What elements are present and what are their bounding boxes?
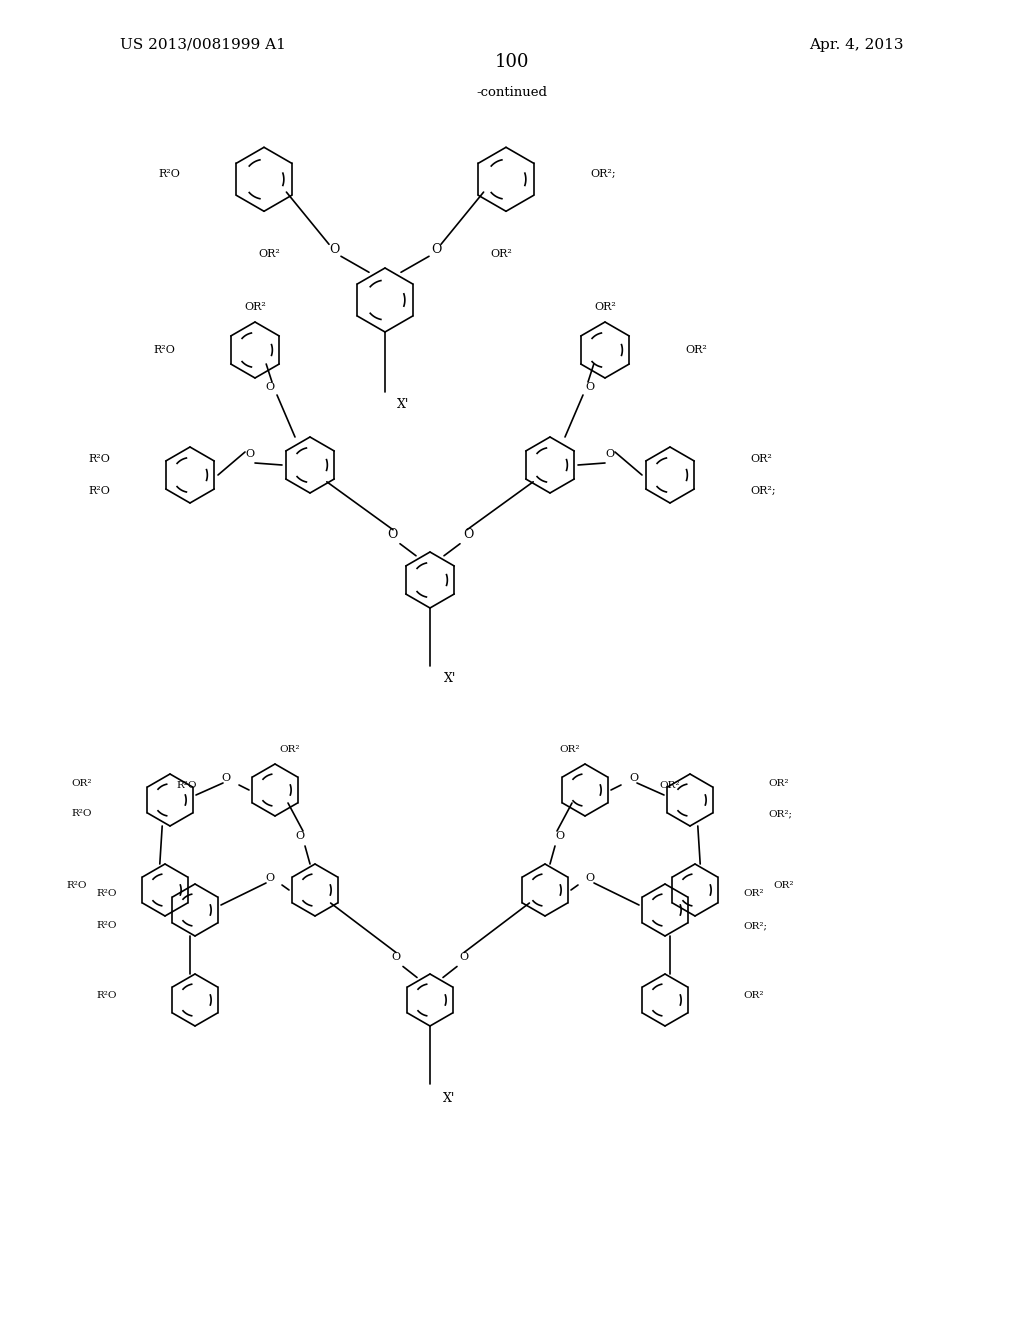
Text: OR²;: OR²; [750, 486, 775, 496]
Text: OR²: OR² [280, 744, 300, 754]
Text: OR²: OR² [743, 890, 764, 899]
Text: X': X' [397, 397, 410, 411]
Text: O: O [605, 449, 614, 459]
Text: R²O: R²O [88, 454, 110, 465]
Text: OR²: OR² [244, 302, 266, 312]
Text: O: O [460, 953, 469, 962]
Text: R²O: R²O [158, 169, 180, 180]
Text: O: O [431, 243, 441, 256]
Text: OR²;: OR²; [743, 921, 767, 931]
Text: O: O [463, 528, 473, 541]
Text: O: O [555, 832, 564, 841]
Text: O: O [586, 873, 595, 883]
Text: OR²: OR² [743, 990, 764, 999]
Text: O: O [221, 774, 230, 783]
Text: OR²: OR² [773, 880, 794, 890]
Text: OR²;: OR²; [590, 169, 615, 180]
Text: US 2013/0081999 A1: US 2013/0081999 A1 [120, 38, 286, 51]
Text: O: O [630, 774, 639, 783]
Text: OR²: OR² [594, 302, 616, 312]
Text: O: O [387, 528, 397, 541]
Text: OR²: OR² [560, 744, 581, 754]
Text: OR²: OR² [258, 249, 280, 259]
Text: X': X' [443, 1092, 456, 1105]
Text: OR²: OR² [685, 345, 707, 355]
Text: OR²;: OR²; [768, 809, 792, 818]
Text: Apr. 4, 2013: Apr. 4, 2013 [810, 38, 904, 51]
Text: O: O [265, 873, 274, 883]
Text: O: O [296, 832, 304, 841]
Text: OR²: OR² [750, 454, 772, 465]
Text: R²O: R²O [96, 890, 117, 899]
Text: R²O: R²O [67, 880, 87, 890]
Text: O: O [265, 381, 274, 392]
Text: O: O [391, 953, 400, 962]
Text: R²O: R²O [154, 345, 175, 355]
Text: X': X' [444, 672, 457, 685]
Text: O: O [246, 449, 255, 459]
Text: R²O: R²O [88, 486, 110, 496]
Text: OR²: OR² [768, 780, 788, 788]
Text: O: O [586, 381, 595, 392]
Text: -continued: -continued [476, 87, 548, 99]
Text: R²O: R²O [96, 921, 117, 931]
Text: R²O: R²O [96, 990, 117, 999]
Text: R²O: R²O [176, 780, 197, 789]
Text: OR²: OR² [490, 249, 512, 259]
Text: OR²: OR² [72, 780, 92, 788]
Text: 100: 100 [495, 53, 529, 71]
Text: R²O: R²O [72, 809, 92, 818]
Text: OR²: OR² [659, 780, 680, 789]
Text: O: O [329, 243, 339, 256]
